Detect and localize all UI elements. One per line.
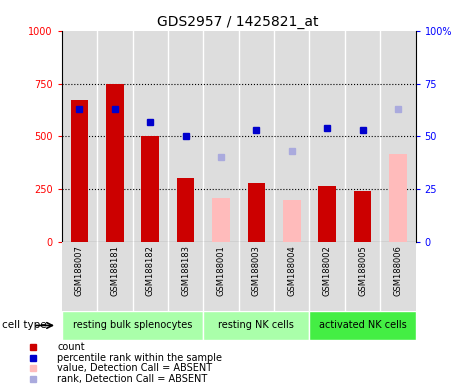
Text: GSM188005: GSM188005 (358, 245, 367, 296)
Bar (168, 242, 203, 311)
Text: GSM188002: GSM188002 (323, 245, 332, 296)
Bar (133, 31, 168, 242)
Bar (274, 242, 310, 311)
Bar (380, 242, 416, 311)
Bar (345, 242, 380, 311)
Text: resting bulk splenocytes: resting bulk splenocytes (73, 320, 192, 331)
Bar (133, 242, 168, 311)
Bar (274, 31, 310, 242)
Text: GSM188007: GSM188007 (75, 245, 84, 296)
Bar (238, 31, 274, 242)
Bar (97, 31, 133, 242)
Bar (203, 31, 238, 242)
Bar (106, 84, 124, 242)
Text: rank, Detection Call = ABSENT: rank, Detection Call = ABSENT (57, 374, 207, 384)
Text: GSM188183: GSM188183 (181, 245, 190, 296)
Bar (212, 198, 230, 242)
Bar (71, 101, 88, 242)
Bar (310, 242, 345, 311)
Text: value, Detection Call = ABSENT: value, Detection Call = ABSENT (57, 363, 212, 373)
Text: percentile rank within the sample: percentile rank within the sample (57, 353, 222, 362)
Bar (97, 242, 133, 311)
Bar (238, 242, 274, 311)
Bar (310, 311, 416, 340)
Text: GSM188004: GSM188004 (287, 245, 296, 296)
Text: GSM188181: GSM188181 (110, 245, 119, 296)
Bar (203, 311, 310, 340)
Bar (62, 311, 203, 340)
Text: activated NK cells: activated NK cells (319, 320, 407, 331)
Bar (177, 177, 194, 242)
Text: GSM188003: GSM188003 (252, 245, 261, 296)
Text: resting NK cells: resting NK cells (218, 320, 294, 331)
Bar (310, 31, 345, 242)
Bar (354, 191, 371, 242)
Bar (142, 136, 159, 242)
Bar (62, 31, 97, 242)
Bar (345, 31, 380, 242)
Bar (168, 31, 203, 242)
Bar (389, 154, 407, 242)
Bar (283, 200, 301, 242)
Bar (62, 242, 97, 311)
Text: GSM188001: GSM188001 (217, 245, 226, 296)
Text: count: count (57, 342, 85, 352)
Text: GSM188182: GSM188182 (146, 245, 155, 296)
Text: GSM188006: GSM188006 (393, 245, 402, 296)
Bar (247, 183, 265, 242)
Bar (318, 186, 336, 242)
Text: GDS2957 / 1425821_at: GDS2957 / 1425821_at (157, 15, 318, 29)
Text: cell type: cell type (2, 320, 47, 331)
Bar (203, 242, 238, 311)
Bar (380, 31, 416, 242)
